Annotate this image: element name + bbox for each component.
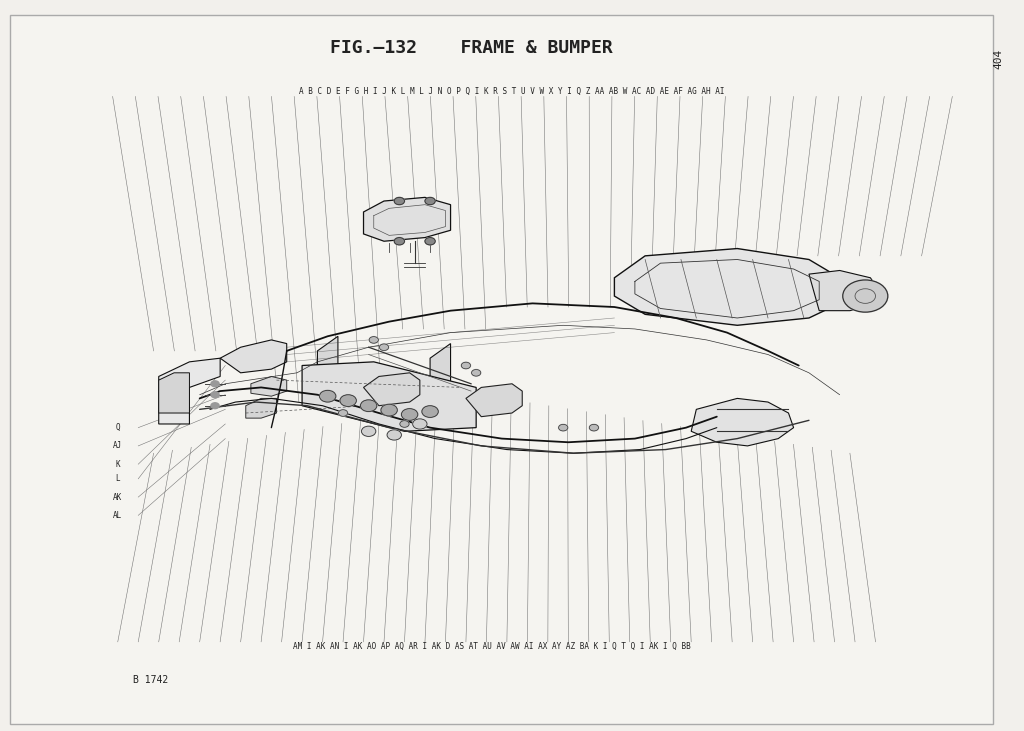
- Polygon shape: [251, 376, 287, 396]
- Circle shape: [394, 238, 404, 245]
- Polygon shape: [430, 344, 451, 424]
- Polygon shape: [317, 336, 338, 398]
- Text: Q: Q: [116, 423, 120, 432]
- Polygon shape: [246, 398, 276, 418]
- Circle shape: [338, 409, 348, 416]
- Circle shape: [425, 238, 435, 245]
- Text: AJ: AJ: [113, 442, 123, 450]
- Circle shape: [399, 421, 410, 427]
- Text: FIG.—132    FRAME & BUMPER: FIG.—132 FRAME & BUMPER: [330, 39, 612, 56]
- Circle shape: [379, 344, 389, 350]
- Circle shape: [589, 424, 598, 431]
- Circle shape: [211, 392, 219, 398]
- Text: AL: AL: [113, 511, 123, 520]
- Text: AK: AK: [113, 493, 123, 501]
- Circle shape: [471, 370, 481, 376]
- Polygon shape: [691, 398, 794, 446]
- Circle shape: [319, 390, 336, 402]
- Circle shape: [211, 381, 219, 387]
- Circle shape: [360, 400, 377, 412]
- Polygon shape: [220, 340, 287, 373]
- Circle shape: [401, 409, 418, 420]
- Circle shape: [369, 336, 379, 343]
- Polygon shape: [466, 384, 522, 417]
- Text: 404: 404: [993, 48, 1004, 69]
- Polygon shape: [364, 373, 420, 406]
- Circle shape: [211, 403, 219, 409]
- Circle shape: [340, 395, 356, 406]
- Circle shape: [361, 426, 376, 436]
- Circle shape: [559, 424, 567, 431]
- Text: K: K: [116, 460, 120, 469]
- Circle shape: [422, 406, 438, 417]
- Polygon shape: [364, 197, 451, 241]
- Circle shape: [381, 404, 397, 416]
- Text: A B C D E F G H I J K L M L J N O P Q I K R S T U V W X Y I Q Z AA AB W AC AD AE: A B C D E F G H I J K L M L J N O P Q I …: [299, 87, 725, 96]
- Polygon shape: [159, 358, 220, 424]
- Circle shape: [387, 430, 401, 440]
- Circle shape: [461, 363, 471, 368]
- Circle shape: [394, 197, 404, 205]
- Polygon shape: [159, 373, 189, 413]
- FancyBboxPatch shape: [10, 15, 993, 724]
- Polygon shape: [809, 270, 881, 311]
- Polygon shape: [614, 249, 840, 325]
- Text: AM I AK AN I AK AO AP AQ AR I AK D AS AT AU AV AW AI AX AY AZ BA K I Q T Q I AK : AM I AK AN I AK AO AP AQ AR I AK D AS AT…: [293, 643, 690, 651]
- Circle shape: [843, 280, 888, 312]
- Circle shape: [413, 419, 427, 429]
- Circle shape: [425, 197, 435, 205]
- Text: B 1742: B 1742: [133, 675, 168, 685]
- Polygon shape: [302, 362, 476, 431]
- Text: L: L: [116, 474, 120, 483]
